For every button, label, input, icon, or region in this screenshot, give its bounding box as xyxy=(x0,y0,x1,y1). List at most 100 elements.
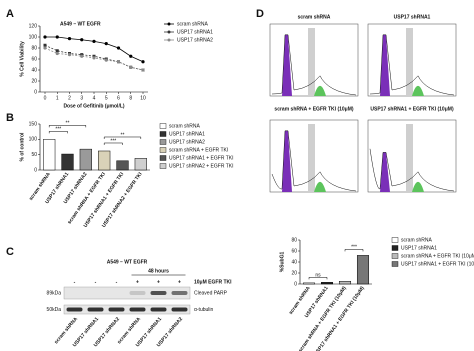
data-point xyxy=(92,39,96,44)
significance-bracket xyxy=(103,136,142,139)
histogram-outline xyxy=(271,34,357,96)
x-axis-label: Dose of Gefitinib (μmol/L) xyxy=(63,103,124,109)
data-point xyxy=(141,60,145,64)
bar xyxy=(338,281,352,285)
legend-label: USP17 shRNA1 xyxy=(401,245,437,251)
histogram-title: scram shRNA xyxy=(298,14,331,20)
legend-label: USP17 shRNA1 + EGFR TKI xyxy=(169,155,234,161)
bar xyxy=(116,160,129,171)
data-point xyxy=(92,54,96,58)
data-point xyxy=(80,53,84,57)
data-point xyxy=(129,54,133,58)
lane-sign: - xyxy=(95,279,97,285)
x-tick-label: 3 xyxy=(80,95,83,101)
data-point xyxy=(129,65,133,69)
blot-title: A549 – WT EGFR xyxy=(107,259,148,265)
legend-marker xyxy=(167,30,171,34)
blot-band-label: Cleaved PARP xyxy=(194,290,228,296)
x-tick-label: 10 xyxy=(140,95,146,101)
data-point xyxy=(55,49,59,53)
legend-swatch xyxy=(391,253,399,259)
g2-peak xyxy=(412,85,424,96)
gate-band xyxy=(406,28,413,96)
blot-band xyxy=(108,307,125,312)
data-point xyxy=(43,46,47,50)
blot-band xyxy=(171,291,188,295)
legend-label: USP17 shRNA1 + EGFR TKI (10μM) xyxy=(401,261,474,267)
legend-label: USP17 shRNA2 xyxy=(169,139,205,145)
data-point xyxy=(80,38,84,42)
data-point xyxy=(80,54,84,58)
x-tick-label: 6 xyxy=(117,95,120,101)
histogram-title: USP17 shRNA1 + EGFR TKI (10μM) xyxy=(370,106,454,112)
data-point xyxy=(104,42,108,46)
significance-label: ns xyxy=(315,273,321,279)
legend-swatch xyxy=(159,147,167,153)
panel-label: A xyxy=(6,8,14,20)
y-tick-label: 40 xyxy=(291,259,297,265)
lane-sign: - xyxy=(116,279,118,285)
blot-band xyxy=(87,307,104,312)
x-tick-label: 2 xyxy=(68,95,71,101)
x-tick-label: 0 xyxy=(44,95,47,101)
bar xyxy=(134,158,147,171)
blot-treatment: 10μM EGFR TKI xyxy=(194,279,232,285)
legend-marker xyxy=(167,38,171,42)
gate-band xyxy=(308,124,315,192)
g1-peak xyxy=(380,152,390,192)
legend-label: scram shRNA xyxy=(169,123,201,129)
data-point xyxy=(116,60,121,64)
data-point xyxy=(104,58,108,62)
bar xyxy=(302,282,316,285)
blot-size: 50kDa xyxy=(47,307,62,313)
blot-strip xyxy=(63,286,191,300)
lane-sign: - xyxy=(74,279,76,285)
bar xyxy=(98,150,111,171)
histogram-title: scram shRNA + EGFR TKI (10μM) xyxy=(274,106,353,112)
y-tick-label: 100 xyxy=(29,137,38,143)
lane-sign: + xyxy=(136,279,139,285)
significance-label: *** xyxy=(110,138,116,144)
legend-swatch xyxy=(391,237,399,243)
g2-peak xyxy=(412,181,424,192)
blot-band xyxy=(171,307,188,312)
y-tick-label: 60 xyxy=(291,248,297,254)
x-tick-label: 1 xyxy=(56,95,59,101)
panel-label: C xyxy=(6,246,14,258)
y-axis-label: % of control xyxy=(19,132,25,161)
y-tick-label: 0 xyxy=(294,281,297,287)
significance-label: *** xyxy=(351,245,357,251)
histogram-outline xyxy=(271,130,357,192)
significance-bracket xyxy=(344,249,364,252)
histogram-outline xyxy=(369,34,455,96)
g2-peak xyxy=(314,85,326,96)
legend-swatch xyxy=(159,131,167,137)
g1-peak xyxy=(282,34,292,96)
blot-band xyxy=(129,291,146,295)
bar xyxy=(79,148,92,171)
legend-swatch xyxy=(391,261,399,267)
chart-title: A549 – WT EGFR xyxy=(60,21,101,27)
legend-swatch xyxy=(159,139,167,145)
gate-band xyxy=(308,28,315,96)
significance-label: *** xyxy=(55,127,61,133)
blot-band xyxy=(150,307,167,312)
panel-label: B xyxy=(6,112,14,124)
legend-swatch xyxy=(159,123,167,129)
significance-bracket xyxy=(48,125,87,128)
bar xyxy=(356,255,370,285)
legend-label: USP17 shRNA1 xyxy=(177,29,213,35)
x-tick-label: 5 xyxy=(105,95,108,101)
data-point xyxy=(43,43,47,47)
data-point xyxy=(43,35,47,39)
y-tick-label: 60 xyxy=(31,56,37,62)
legend-label: scram shRNA xyxy=(401,237,433,243)
g1-peak xyxy=(282,130,292,192)
y-tick-label: 80 xyxy=(31,45,37,51)
y-axis-label: %SubG1 xyxy=(279,252,285,273)
y-tick-label: 20 xyxy=(291,270,297,276)
g1-peak xyxy=(380,34,390,96)
g2-peak xyxy=(314,181,326,192)
blot-band xyxy=(66,307,83,312)
